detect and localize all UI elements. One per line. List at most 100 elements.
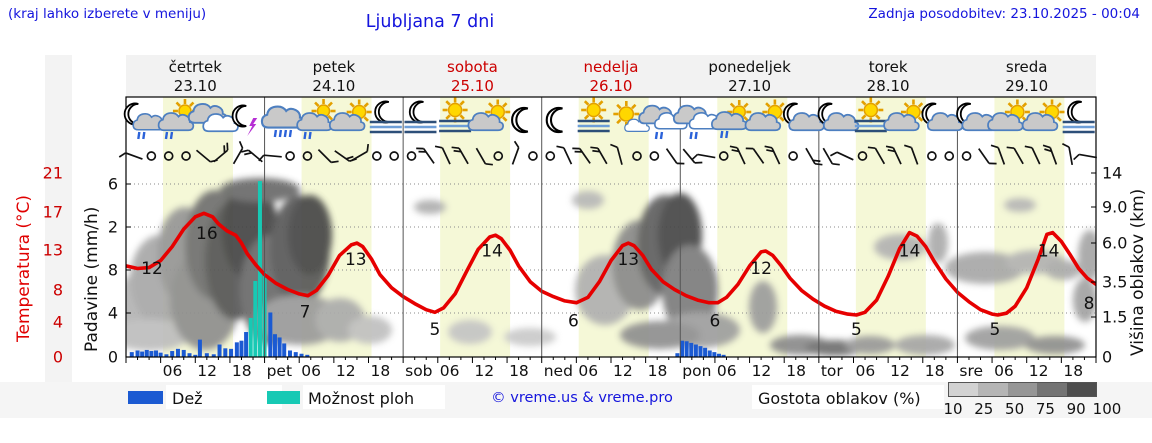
icon-sun-cloud — [744, 99, 788, 132]
temperature-value-label: 6 — [710, 311, 721, 331]
time-tick-label: 12 — [1029, 362, 1049, 380]
precip-axis-tick: 8 — [108, 261, 118, 280]
day-date: 23.10 — [174, 77, 217, 95]
cloud-density-segment — [978, 383, 1008, 396]
time-tick-label: 06 — [578, 362, 598, 380]
temp-axis-tick: 8 — [53, 281, 63, 300]
day-date: 26.10 — [590, 77, 633, 95]
time-tick-label: 06 — [440, 362, 460, 380]
rain-bar — [707, 350, 712, 357]
rain-bar — [684, 341, 689, 357]
cloud-density-scale-label: 75 — [1035, 400, 1055, 418]
wind-calm-icon — [163, 151, 174, 161]
rain-bar — [721, 354, 726, 357]
icon-moon-fog — [1062, 100, 1095, 134]
rain-bar — [703, 347, 708, 357]
wind-calm-icon — [649, 151, 660, 161]
precip-axis-tick: 0 — [108, 348, 118, 367]
menu-hint: (kraj lahko izberete v meniju) — [8, 6, 207, 22]
wind-barb-icon — [1042, 144, 1058, 165]
wind-calm-icon — [302, 151, 313, 161]
shower-bar — [248, 317, 253, 357]
shower-legend-box — [303, 385, 445, 409]
time-tick-label: 12 — [474, 362, 494, 380]
rain-bar — [712, 352, 717, 357]
wind-barb-icon — [610, 143, 623, 165]
icon-moon-cloud — [921, 102, 964, 132]
rain-bar — [693, 344, 698, 357]
day-abbrev-label: tor — [821, 362, 844, 380]
time-tick-label: 18 — [509, 362, 529, 380]
wind-calm-icon — [927, 151, 937, 161]
icon-moon-cloud — [817, 102, 860, 132]
day-name: ponedeljek — [708, 58, 791, 76]
wind-calm-icon — [406, 151, 417, 161]
icon-sun-cloud — [328, 99, 372, 132]
wind-barb-icon — [590, 146, 608, 165]
day-date: 29.10 — [1005, 77, 1048, 95]
time-tick-label: 06 — [994, 362, 1014, 380]
day-date: 28.10 — [867, 77, 910, 95]
temperature-value-label: 14 — [1038, 241, 1060, 261]
time-tick-label: 12 — [613, 362, 633, 380]
wind-barb-icon — [691, 153, 716, 161]
wind-calm-icon — [493, 151, 504, 161]
rain-bar — [129, 352, 134, 357]
icon-moon-cloud — [783, 102, 825, 132]
cloud-density-scale-label: 50 — [1005, 400, 1025, 418]
wind-calm-icon — [389, 151, 400, 161]
temperature-value-label: 5 — [851, 320, 862, 340]
rain-bar — [149, 351, 154, 357]
rain-bar — [158, 352, 163, 357]
day-name: sreda — [1006, 58, 1048, 76]
cloud-density-scale-label: 90 — [1066, 400, 1086, 418]
time-tick-label: 18 — [1063, 362, 1083, 380]
wind-barb-icon — [822, 147, 840, 166]
rain-bar — [187, 353, 192, 357]
temperature-value-label: 12 — [750, 259, 772, 279]
copyright-text: © vreme.us & vreme.pro — [491, 390, 673, 406]
rain-bar — [239, 340, 244, 357]
rain-bar — [164, 354, 169, 357]
last-update-text: Zadnja posodobitev: 23.10.2025 - 00:04 — [868, 6, 1140, 22]
wind-barb-icon — [805, 147, 823, 166]
icon-moon-fog — [404, 100, 437, 134]
wind-barb-icon — [1073, 153, 1098, 161]
rain-bar — [229, 348, 234, 357]
day-name: nedelja — [583, 58, 638, 76]
rain-bar — [154, 350, 159, 357]
wind-barb-icon — [213, 142, 229, 163]
temperature-value-label: 5 — [990, 320, 1001, 340]
cloud-density-segment — [949, 383, 979, 396]
wind-barb-icon — [434, 145, 451, 165]
rain-bar — [277, 337, 282, 357]
icon-sun-fog — [854, 97, 887, 133]
wind-barb-icon — [829, 151, 854, 161]
time-tick-label: 18 — [370, 362, 390, 380]
day-abbrev-label: sob — [405, 362, 432, 380]
day-abbrev-label: pet — [267, 362, 292, 380]
cloud-legend-box — [752, 385, 944, 409]
rain-bar — [197, 339, 202, 357]
rain-bar — [305, 354, 310, 357]
rain-bar — [680, 340, 685, 357]
day-header-band — [126, 55, 1096, 97]
temperature-value-label: 14 — [481, 241, 503, 261]
wind-calm-icon — [181, 151, 191, 161]
temperature-value-label: 16 — [196, 224, 218, 244]
day-abbrev-label: sre — [959, 362, 983, 380]
rain-bar — [268, 312, 273, 357]
rain-bar — [175, 348, 180, 357]
wind-calm-icon — [632, 151, 642, 161]
wind-barb-icon — [556, 145, 573, 165]
icon-sun-cloud — [987, 99, 1030, 132]
rain-bar — [144, 349, 149, 357]
wind-barb-icon — [475, 147, 493, 166]
wind-barb-icon — [1006, 146, 1024, 165]
icon-cloud-rain — [260, 105, 306, 138]
rain-bar — [282, 343, 287, 357]
rain-bar — [716, 353, 721, 357]
cloud-density-segment — [1007, 383, 1038, 396]
rain-bar — [299, 353, 304, 357]
